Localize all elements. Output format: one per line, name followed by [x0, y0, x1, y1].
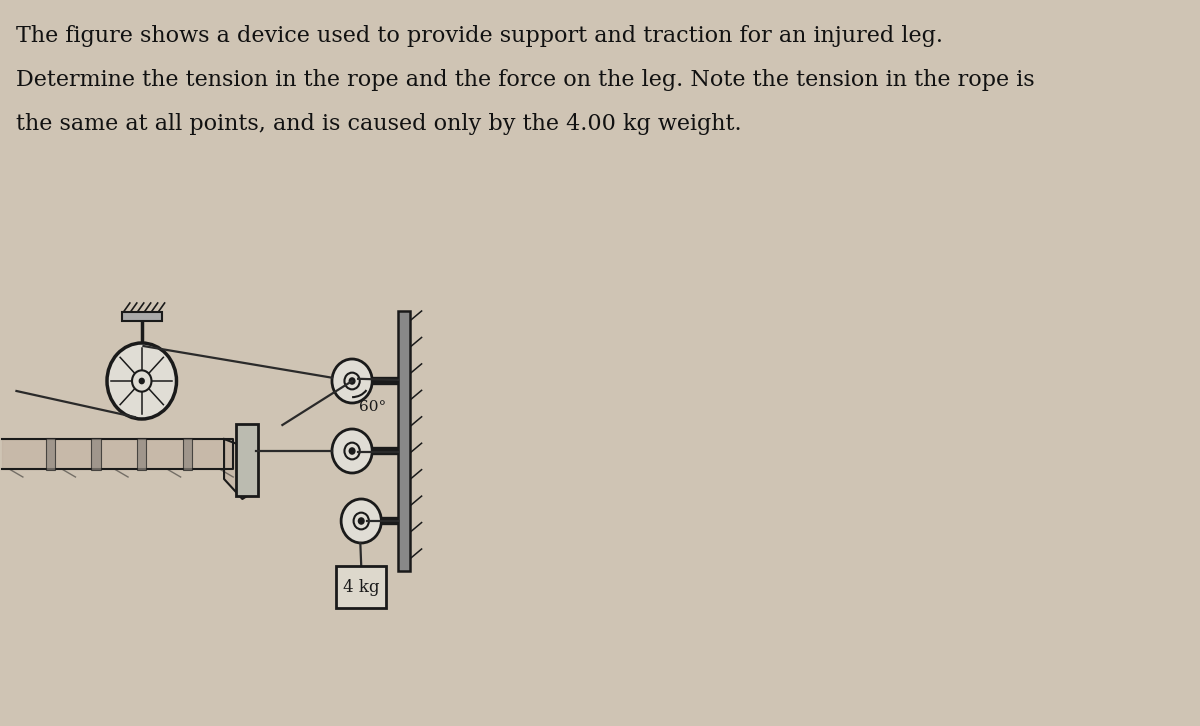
Text: 4 kg: 4 kg: [343, 579, 379, 595]
Circle shape: [139, 378, 144, 383]
Bar: [137, 438, 146, 470]
Bar: [46, 438, 55, 470]
Text: The figure shows a device used to provide support and traction for an injured le: The figure shows a device used to provid…: [17, 25, 943, 47]
Circle shape: [341, 499, 382, 543]
Circle shape: [107, 343, 176, 419]
Circle shape: [349, 378, 355, 384]
Polygon shape: [224, 439, 258, 499]
Bar: [121, 312, 162, 321]
Bar: [336, 566, 386, 608]
Circle shape: [359, 518, 364, 524]
Text: the same at all points, and is caused only by the 4.00 kg weight.: the same at all points, and is caused on…: [17, 113, 742, 134]
Bar: [398, 311, 409, 571]
Circle shape: [332, 359, 372, 403]
Bar: [182, 438, 192, 470]
Circle shape: [332, 429, 372, 473]
Bar: [91, 438, 101, 470]
Circle shape: [344, 443, 360, 460]
Circle shape: [349, 448, 355, 454]
Circle shape: [132, 370, 151, 391]
Circle shape: [344, 372, 360, 389]
Bar: [236, 424, 258, 496]
Polygon shape: [2, 439, 233, 469]
Circle shape: [354, 513, 368, 529]
Text: Determine the tension in the rope and the force on the leg. Note the tension in : Determine the tension in the rope and th…: [17, 69, 1036, 91]
Text: 60°: 60°: [360, 400, 386, 414]
